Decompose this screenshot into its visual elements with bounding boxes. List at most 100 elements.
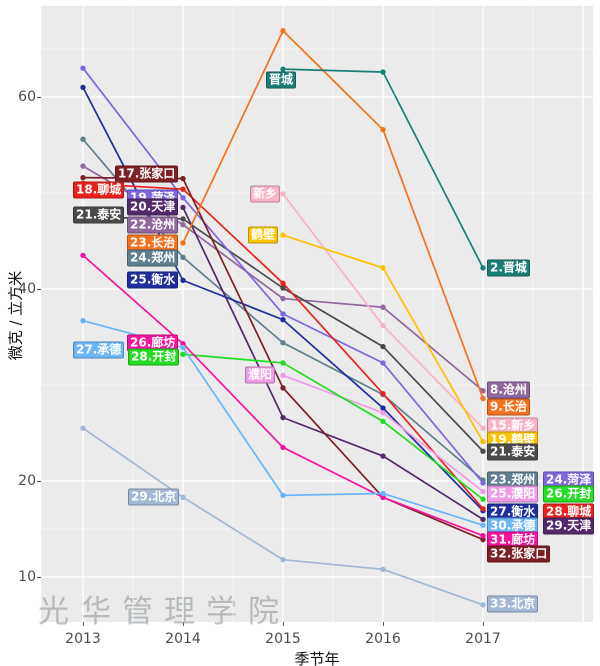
- data-point-北京: [280, 557, 286, 563]
- city-label: 8.沧州: [487, 381, 530, 399]
- data-point-廊坊: [180, 341, 186, 347]
- city-label: 22.沧州: [127, 216, 179, 234]
- data-point-郑州: [80, 136, 86, 142]
- data-point-衡水: [180, 277, 186, 284]
- data-point-张家口: [180, 175, 186, 182]
- city-label: 21.泰安: [487, 443, 539, 461]
- city-label: 濮阳: [245, 366, 276, 384]
- x-tick-label: 2016: [365, 631, 401, 647]
- city-label: 17.张家口: [115, 165, 179, 183]
- y-tick-mark: [37, 577, 41, 578]
- x-tick-label: 2013: [65, 631, 101, 647]
- data-point-泰安: [480, 448, 486, 454]
- x-tick-mark: [383, 622, 384, 626]
- watermark: 光华管理学院: [38, 594, 290, 630]
- data-point-北京: [180, 494, 186, 501]
- city-label: 27.承德: [73, 341, 125, 359]
- data-point-濮阳: [480, 488, 486, 495]
- data-point-沧州: [380, 304, 386, 310]
- city-label: 18.聊城: [73, 181, 125, 199]
- city-label: 28.开封: [128, 348, 180, 366]
- city-label: 26.廊坊: [127, 334, 179, 352]
- x-tick-label: 2014: [165, 631, 201, 647]
- data-point-菏泽: [180, 195, 186, 201]
- city-label: 29.天津: [543, 517, 595, 535]
- city-label: 24.菏泽: [543, 471, 595, 489]
- data-point-天津: [180, 204, 186, 211]
- data-point-菏泽: [380, 360, 386, 366]
- data-point-张家口: [480, 536, 486, 543]
- y-tick-label: 40: [18, 281, 36, 297]
- data-point-开封: [180, 351, 186, 357]
- city-label: 9.长治: [487, 398, 530, 416]
- city-label: 26.开封: [543, 485, 595, 503]
- data-point-晋城: [380, 69, 386, 75]
- data-point-沧州: [80, 163, 86, 169]
- data-point-廊坊: [80, 252, 86, 259]
- x-tick-mark: [483, 622, 484, 626]
- city-label: 新乡: [250, 185, 281, 203]
- x-tick-label: 2017: [465, 631, 501, 647]
- data-point-承德: [180, 344, 186, 351]
- y-tick-label: 60: [18, 89, 36, 105]
- data-point-菏泽: [480, 480, 486, 486]
- city-label: 25.濮阳: [487, 485, 539, 503]
- city-label: 32.张家口: [487, 545, 551, 563]
- data-point-开封: [480, 496, 486, 502]
- data-point-北京: [480, 602, 486, 608]
- city-label: 27.衡水: [487, 503, 539, 521]
- data-point-聊城: [480, 506, 486, 512]
- y-tick-mark: [37, 97, 41, 98]
- series-line-天津: [182, 207, 484, 521]
- city-label: 25.衡水: [127, 271, 179, 289]
- data-point-承德: [380, 490, 386, 497]
- data-point-北京: [80, 425, 86, 431]
- series-line-开封: [182, 353, 484, 500]
- data-point-聊城: [380, 390, 386, 397]
- data-point-新乡: [480, 425, 486, 431]
- data-point-鹤壁: [280, 232, 286, 238]
- data-point-承德: [480, 522, 486, 528]
- data-point-沧州: [480, 388, 486, 394]
- city-label: 23.长治: [127, 234, 179, 252]
- city-label: 2.晋城: [487, 259, 530, 277]
- data-point-张家口: [280, 385, 286, 391]
- chart-canvas: [41, 6, 593, 622]
- city-label: 24.郑州: [127, 249, 179, 267]
- data-point-天津: [480, 516, 486, 523]
- data-point-承德: [280, 492, 286, 499]
- city-label: 33.北京: [487, 595, 539, 613]
- y-tick-label: 20: [18, 473, 36, 489]
- data-point-晋城: [280, 66, 286, 72]
- city-label: 28.聊城: [543, 503, 595, 521]
- data-point-长治: [480, 395, 486, 402]
- y-tick-mark: [37, 481, 41, 482]
- data-point-承德: [80, 317, 86, 324]
- city-label: 鹤壁: [248, 226, 279, 244]
- data-point-菏泽: [80, 65, 86, 71]
- data-point-鹤壁: [480, 438, 486, 445]
- data-point-晋城: [480, 265, 486, 271]
- data-point-沧州: [180, 221, 186, 228]
- city-label: 20.天津: [127, 198, 179, 216]
- data-point-衡水: [380, 405, 386, 411]
- data-point-张家口: [80, 174, 86, 181]
- data-point-衡水: [280, 317, 286, 323]
- data-point-泰安: [280, 285, 286, 291]
- data-point-廊坊: [380, 494, 386, 501]
- data-point-聊城: [180, 186, 186, 192]
- data-point-天津: [380, 453, 386, 459]
- city-label: 21.泰安: [73, 206, 125, 224]
- x-tick-mark: [183, 622, 184, 626]
- data-point-开封: [380, 418, 386, 425]
- series-line-长治: [182, 29, 484, 399]
- data-point-郑州: [180, 254, 186, 261]
- city-label: 29.北京: [128, 488, 180, 506]
- data-point-聊城: [280, 280, 286, 286]
- data-point-长治: [380, 126, 386, 133]
- data-point-濮阳: [380, 410, 386, 416]
- data-point-长治: [280, 28, 286, 34]
- data-point-长治: [180, 240, 186, 246]
- y-axis-title: 微克 / 立方米: [6, 270, 25, 361]
